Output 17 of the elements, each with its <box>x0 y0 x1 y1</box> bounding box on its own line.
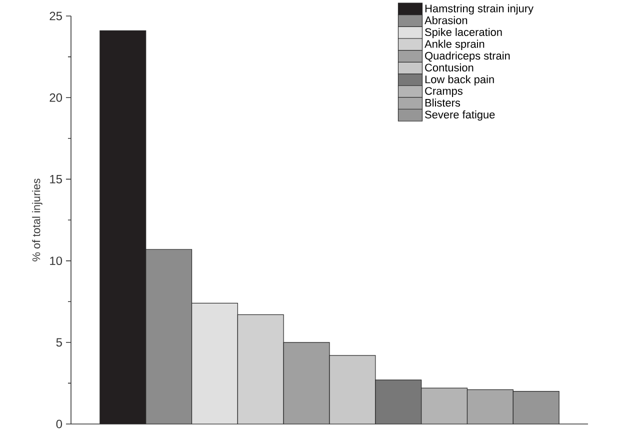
legend-label: Ankle sprain <box>424 40 484 50</box>
legend-label: Blisters <box>425 98 460 107</box>
legend-label: Severe fatigue <box>425 110 495 121</box>
y-axis-title: % of total injuries <box>32 178 42 262</box>
y-tick-label: 15 <box>50 175 62 184</box>
legend-label: Quadriceps strain <box>425 52 510 62</box>
legend-label: Hamstring strain injury <box>425 4 534 15</box>
y-tick-label: 20 <box>50 93 62 102</box>
legend-label: Abrasion <box>424 16 468 24</box>
legend-label: Low back pain <box>425 75 494 86</box>
y-tick-label: 5 <box>56 338 62 347</box>
legend-label: Cramps <box>425 87 462 97</box>
y-tick-label: 0 <box>56 420 62 428</box>
legend-label: Contusion <box>425 63 474 72</box>
legend-label: Spike laceration <box>425 28 502 38</box>
y-tick-label: 25 <box>50 12 62 20</box>
y-tick-label: 10 <box>50 256 62 266</box>
